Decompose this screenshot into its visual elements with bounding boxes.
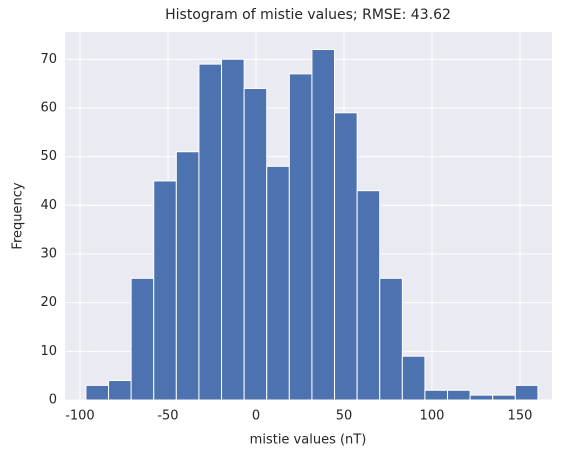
x-tick-label: -50 — [157, 409, 178, 424]
y-tick-label: 60 — [40, 100, 57, 115]
bar — [401, 355, 426, 401]
bar — [447, 389, 471, 401]
y-tick-label: 0 — [49, 393, 57, 408]
y-tick-label: 50 — [40, 149, 57, 164]
bar — [243, 87, 268, 401]
x-tick-label: -100 — [65, 409, 95, 424]
y-tick-label: 70 — [40, 52, 57, 67]
bar — [379, 277, 403, 401]
bar — [85, 384, 110, 401]
bar — [514, 384, 539, 401]
bar — [221, 58, 245, 401]
bar — [288, 73, 313, 401]
y-tick-label: 30 — [40, 246, 57, 261]
y-tick-label: 20 — [40, 295, 57, 310]
bar — [356, 190, 381, 401]
x-tick-label: 100 — [420, 409, 445, 424]
y-tick-label: 10 — [40, 344, 57, 359]
bar — [153, 180, 177, 401]
bar — [130, 277, 155, 401]
bar — [469, 394, 494, 401]
bar — [108, 380, 132, 401]
x-tick-label: 150 — [508, 409, 533, 424]
chart-title: Histogram of mistie values; RMSE: 43.62 — [165, 7, 451, 23]
y-axis-label: Frequency — [11, 182, 26, 249]
x-tick-label: 0 — [252, 409, 260, 424]
bar — [266, 165, 290, 401]
bar — [492, 394, 516, 401]
bar — [175, 151, 200, 401]
bar — [424, 389, 449, 401]
bar — [334, 112, 358, 401]
y-tick-label: 40 — [40, 198, 57, 213]
bar — [311, 49, 336, 401]
x-tick-label: 50 — [336, 409, 353, 424]
bar — [198, 63, 223, 401]
x-axis-label: mistie values (nT) — [250, 433, 367, 448]
